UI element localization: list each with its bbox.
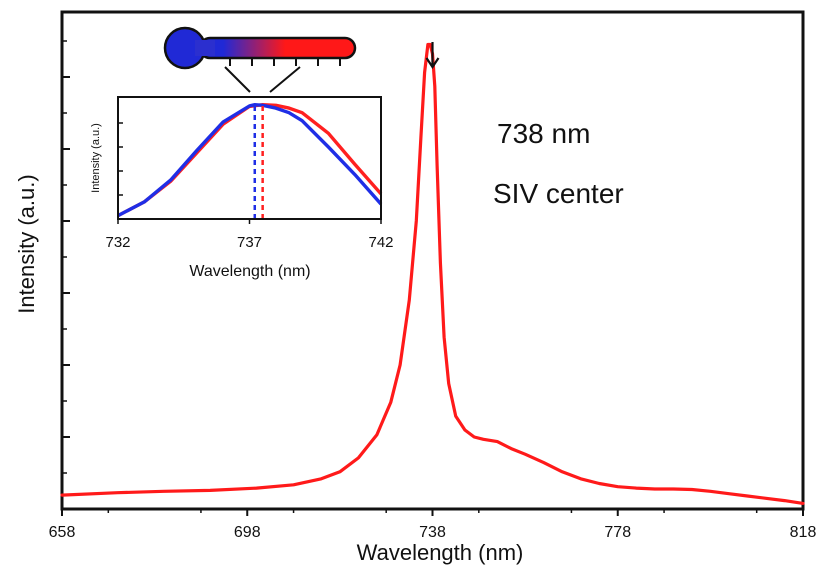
zoom-connector-right [269, 66, 301, 93]
inset-y-axis-title: Intensity (a.u.) [90, 123, 102, 193]
inset-x-ticks: 732 737 742 [105, 219, 394, 251]
siv-center-annotation: SIV center [493, 178, 624, 209]
main-y-axis-title: Intensity (a.u.) [14, 174, 39, 313]
main-y-ticks [62, 40, 70, 510]
main-x-ticks: 658 698 738 778 818 [49, 509, 817, 541]
main-x-tick-label: 658 [49, 524, 76, 541]
inset-blue-line [117, 103, 383, 218]
main-spectrum-line [60, 42, 805, 505]
inset-x-tick-label: 732 [105, 234, 130, 251]
inset-y-ticks [118, 122, 123, 196]
peak-arrow-icon [425, 42, 440, 69]
thermometer-icon [163, 26, 357, 70]
inset-x-tick-label: 737 [237, 234, 262, 251]
main-x-tick-label: 738 [419, 524, 446, 541]
main-x-axis-title: Wavelength (nm) [357, 540, 524, 565]
main-x-tick-label: 818 [790, 524, 817, 541]
inset-x-tick-label: 742 [368, 234, 393, 251]
main-x-tick-label: 698 [234, 524, 261, 541]
main-plot-frame [60, 10, 805, 511]
inset-background [118, 97, 381, 219]
zoom-connector-left [224, 66, 251, 93]
main-x-tick-label: 778 [604, 524, 631, 541]
peak-wavelength-annotation: 738 nm [497, 118, 590, 149]
inset-x-axis-title: Wavelength (nm) [189, 263, 310, 280]
